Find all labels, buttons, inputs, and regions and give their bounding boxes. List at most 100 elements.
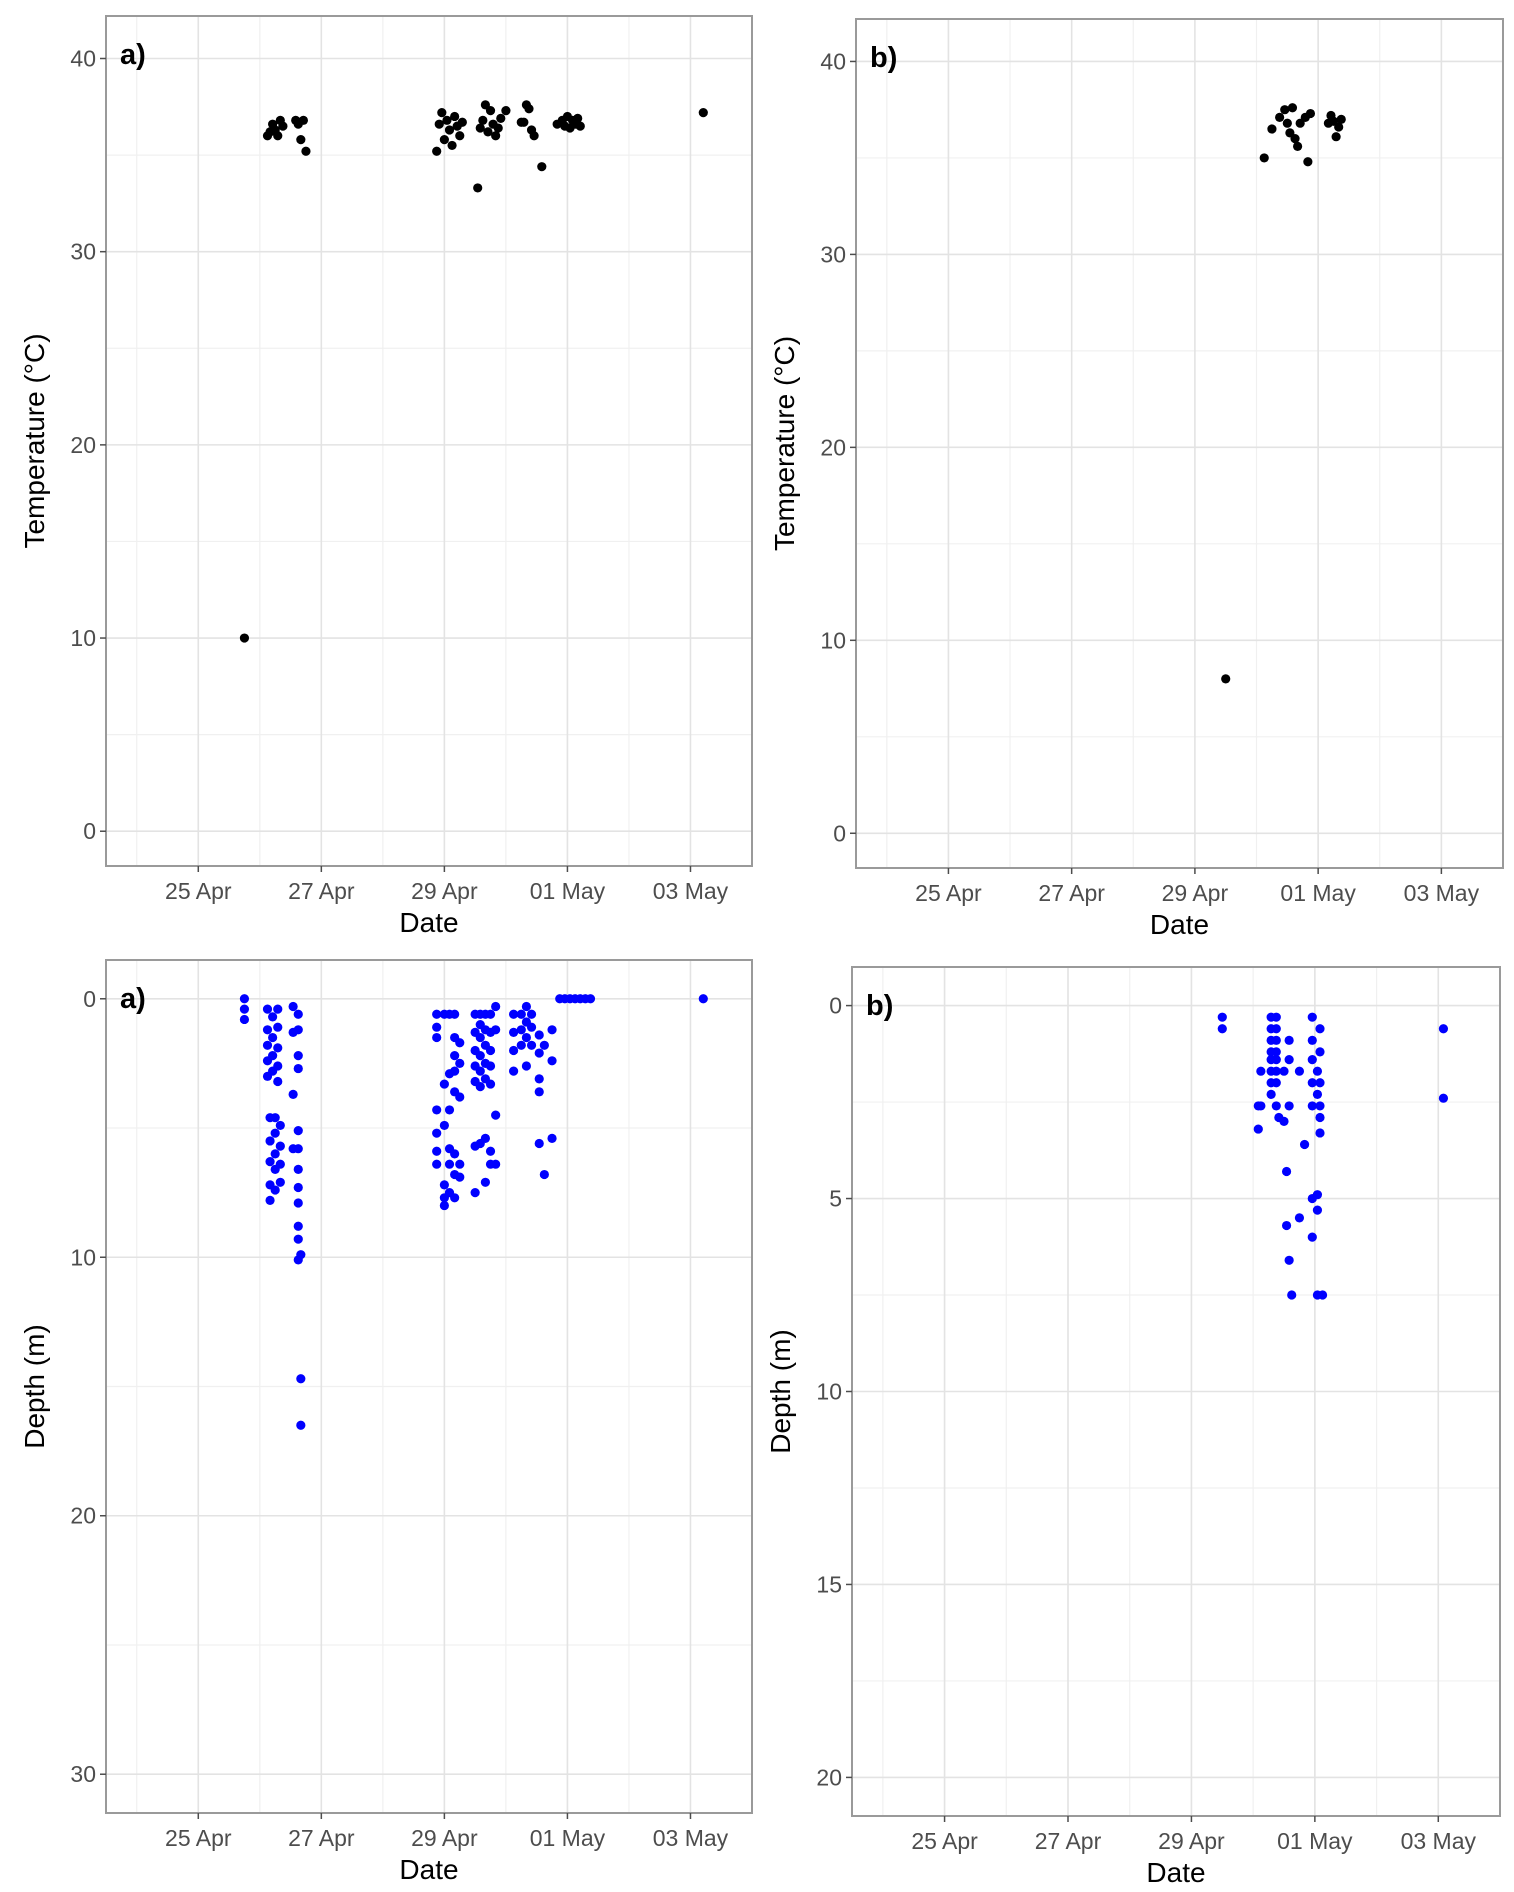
data-point <box>1280 105 1290 115</box>
plot-background <box>106 16 752 866</box>
data-point <box>450 1066 460 1076</box>
data-point <box>1312 1190 1323 1200</box>
data-point <box>457 117 467 127</box>
data-point <box>239 1014 250 1025</box>
data-point <box>262 1025 273 1035</box>
data-point <box>1217 1024 1227 1034</box>
x-tick-label: 29 Apr <box>411 1825 478 1851</box>
data-point <box>455 1058 465 1068</box>
x-axis-title: Date <box>1150 909 1209 940</box>
data-point <box>1284 1055 1294 1065</box>
data-point <box>439 1200 449 1211</box>
y-tick-label: 20 <box>816 1764 842 1790</box>
data-point <box>296 1374 306 1384</box>
data-point <box>1284 1035 1294 1045</box>
y-tick-label: 20 <box>820 434 846 460</box>
data-point <box>268 1032 278 1043</box>
data-point <box>534 1030 544 1040</box>
data-point <box>547 1025 557 1035</box>
data-point <box>432 1128 442 1138</box>
data-point <box>273 1043 283 1053</box>
data-point <box>444 1159 455 1169</box>
data-point <box>547 1056 557 1066</box>
x-tick-label: 03 May <box>653 1825 729 1851</box>
data-point <box>270 1149 280 1159</box>
data-point <box>485 106 496 116</box>
data-point <box>1271 1047 1281 1057</box>
data-point <box>526 1009 537 1019</box>
data-point <box>1271 1035 1281 1045</box>
y-tick-label: 40 <box>70 46 96 72</box>
data-point <box>508 1009 519 1019</box>
data-point <box>1271 1055 1281 1065</box>
data-point <box>434 119 444 129</box>
data-point <box>450 1193 460 1203</box>
data-point <box>470 1188 480 1198</box>
data-point <box>432 146 442 156</box>
data-point <box>521 1032 532 1043</box>
data-point <box>575 121 585 131</box>
y-tick-label: 0 <box>829 993 842 1019</box>
data-point <box>293 1221 303 1231</box>
data-point <box>1290 134 1300 144</box>
x-tick-label: 03 May <box>653 878 729 904</box>
x-tick-label: 25 Apr <box>911 1828 978 1854</box>
data-point <box>1331 132 1341 142</box>
x-tick-label: 27 Apr <box>1035 1828 1102 1854</box>
data-point <box>450 1149 460 1159</box>
data-point <box>455 1159 465 1169</box>
data-point <box>508 1066 519 1076</box>
chart-depth-a: 0 10 20 30 25 Apr 27 Apr 29 Apr 01 May 03 May Dat… <box>19 959 753 1885</box>
data-point <box>485 1146 496 1156</box>
data-point <box>1307 1035 1317 1045</box>
data-point <box>275 1159 285 1169</box>
data-point <box>1315 1112 1325 1123</box>
data-point <box>1271 1066 1281 1076</box>
y-tick-label: 30 <box>820 241 846 267</box>
data-point <box>1287 103 1298 113</box>
data-point <box>493 123 503 133</box>
data-point <box>1294 1066 1305 1076</box>
data-point <box>301 146 311 156</box>
plot-border <box>105 15 753 867</box>
data-point <box>1305 108 1316 119</box>
data-point <box>444 125 455 135</box>
data-point <box>1438 1024 1449 1034</box>
data-point <box>534 1048 544 1058</box>
data-point <box>1287 1290 1297 1300</box>
data-point <box>1312 1205 1323 1215</box>
data-point <box>475 123 485 133</box>
y-tick-label: 10 <box>816 1379 842 1405</box>
data-point <box>1438 1093 1449 1103</box>
y-tick-label: 10 <box>820 627 846 653</box>
data-point <box>491 1159 501 1169</box>
data-point <box>432 1022 442 1032</box>
data-point <box>278 121 288 131</box>
plot-border <box>855 18 1504 869</box>
data-point <box>537 162 547 172</box>
data-point <box>1334 122 1344 132</box>
data-point <box>491 131 501 141</box>
data-point <box>293 1126 303 1136</box>
y-tick-label: 0 <box>833 820 846 846</box>
data-point <box>475 1066 485 1076</box>
data-point <box>585 994 596 1004</box>
data-point <box>496 113 506 123</box>
data-point <box>478 115 488 125</box>
data-point <box>521 1001 532 1012</box>
x-tick-label: 25 Apr <box>165 878 232 904</box>
data-point <box>439 135 449 145</box>
data-point <box>1299 1139 1310 1150</box>
y-tick-label: 20 <box>70 1503 96 1529</box>
x-tick-label: 25 Apr <box>165 1825 232 1851</box>
data-point <box>1284 1101 1294 1111</box>
data-point <box>480 1133 490 1143</box>
panel-label: a) <box>120 39 146 71</box>
data-point <box>534 1087 544 1097</box>
data-point <box>298 115 308 125</box>
plot-border <box>105 959 753 1814</box>
x-tick-label: 01 May <box>530 1825 606 1851</box>
y-axis-title: Temperature (°C) <box>19 333 50 548</box>
data-point <box>455 1092 465 1102</box>
y-tick-label: 20 <box>70 432 96 458</box>
